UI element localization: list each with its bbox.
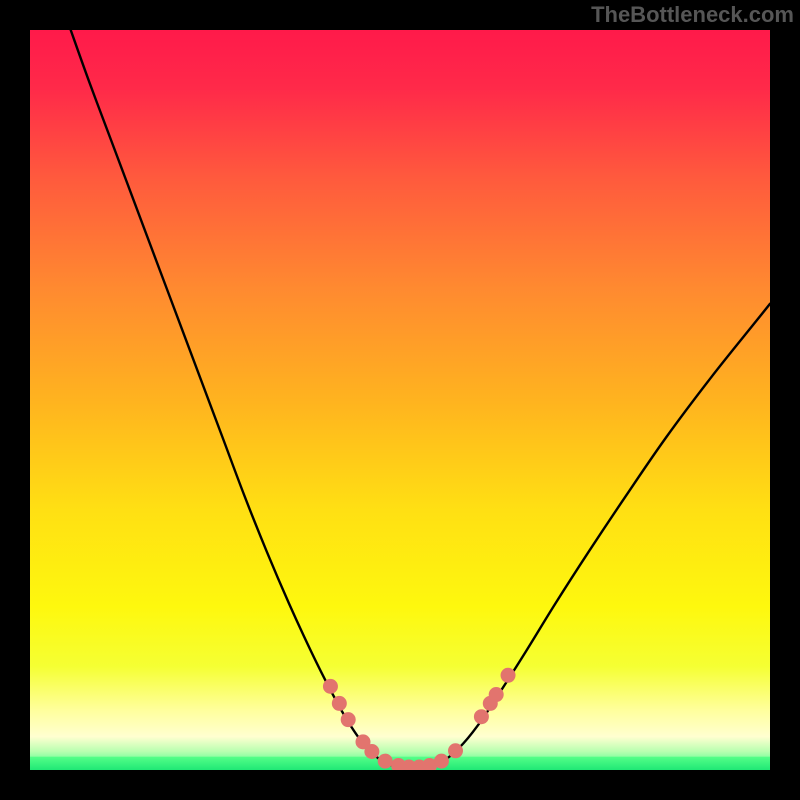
curve-markers bbox=[323, 668, 516, 770]
curve-marker bbox=[323, 679, 338, 694]
bottleneck-curve bbox=[71, 30, 770, 768]
chart-container: TheBottleneck.com bbox=[0, 0, 800, 800]
curve-marker bbox=[501, 668, 516, 683]
curve-marker bbox=[434, 754, 449, 769]
curve-marker bbox=[341, 712, 356, 727]
curve-layer bbox=[30, 30, 770, 770]
curve-marker bbox=[489, 687, 504, 702]
curve-marker bbox=[378, 754, 393, 769]
plot-area bbox=[30, 30, 770, 770]
curve-marker bbox=[448, 743, 463, 758]
curve-marker bbox=[332, 696, 347, 711]
watermark-text: TheBottleneck.com bbox=[591, 2, 794, 28]
curve-marker bbox=[364, 744, 379, 759]
curve-marker bbox=[474, 709, 489, 724]
